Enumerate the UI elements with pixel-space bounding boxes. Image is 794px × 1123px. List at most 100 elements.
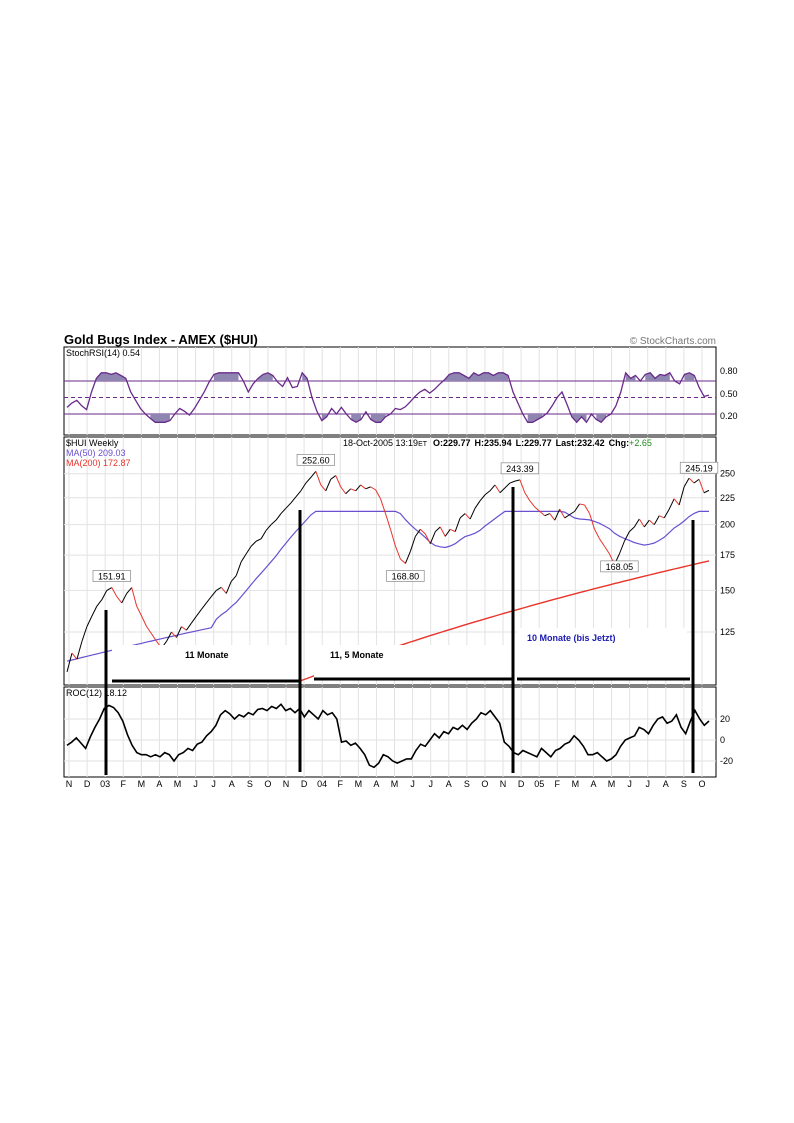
stochrsi-tick-050: 0.50 — [720, 389, 738, 399]
price-segment — [454, 517, 461, 532]
x-tick-label: J — [193, 779, 198, 789]
price-segment — [305, 477, 312, 484]
price-plot — [66, 471, 710, 682]
x-tick-label: 03 — [100, 779, 110, 789]
price-segment — [295, 490, 302, 498]
price-segment — [559, 508, 566, 519]
price-segment — [176, 626, 182, 638]
price-segment — [504, 482, 511, 489]
price-segment — [529, 500, 536, 508]
x-tick-label: A — [373, 779, 379, 789]
roc-line — [66, 703, 710, 769]
price-segment — [340, 486, 347, 495]
x-tick-label: M — [174, 779, 182, 789]
stochrsi-tick-080: 0.80 — [720, 366, 738, 376]
price-segment — [663, 508, 670, 519]
price-segment — [534, 506, 541, 512]
price-segment — [544, 513, 550, 517]
x-tick-label: D — [518, 779, 525, 789]
price-segment — [414, 529, 421, 537]
x-tick-label: M — [572, 779, 580, 789]
price-segment — [554, 509, 561, 521]
stochrsi-overbought-fill — [96, 372, 695, 381]
price-segment — [131, 587, 138, 607]
price-segment — [648, 519, 655, 526]
price-segment — [380, 498, 386, 514]
stochrsi-line — [66, 371, 710, 424]
price-segment — [216, 586, 222, 591]
price-segment — [549, 513, 556, 521]
annotation-label: 151.91 — [98, 572, 126, 582]
x-tick-label: A — [156, 779, 162, 789]
x-tick-label: F — [555, 779, 561, 789]
price-segment — [434, 526, 441, 532]
annotation-label: 243.39 — [506, 464, 534, 474]
price-segment — [439, 526, 446, 537]
x-tick-label: A — [590, 779, 596, 789]
price-segment — [623, 531, 630, 542]
x-tick-label: O — [264, 779, 271, 789]
chart-title: Gold Bugs Index - AMEX ($HUI) — [64, 332, 258, 347]
x-tick-label: A — [663, 779, 669, 789]
price-segment — [429, 531, 436, 544]
price-segment — [205, 596, 212, 604]
quote-line: 18-Oct-2005 13:19ET O:229.77 H:235.94 L:229… — [343, 438, 652, 448]
x-tick-label: O — [698, 779, 705, 789]
x-axis-labels: N D 03 F M A M J J A S O N D 04 F M A M J J A S O N D 05 F M A M J J A S O — [66, 779, 706, 789]
price-segment — [688, 477, 695, 484]
price-segment — [235, 561, 242, 576]
x-tick-label: N — [66, 779, 73, 789]
price-segment — [255, 538, 262, 542]
roc-tick-label: 20 — [720, 714, 730, 724]
annotation-box — [500, 462, 540, 475]
price-segment — [265, 524, 272, 531]
x-tick-label: M — [138, 779, 146, 789]
ma50-line — [66, 510, 709, 662]
price-segment — [106, 587, 113, 591]
price-segment — [220, 587, 227, 594]
period-label: 10 Monate (bis Jetzt) — [527, 633, 616, 643]
price-segment — [484, 490, 491, 496]
roc-tick-label: -20 — [720, 756, 733, 766]
price-segment — [449, 528, 456, 533]
price-segment — [280, 507, 287, 514]
price-segment — [673, 498, 680, 506]
price-segment — [464, 513, 471, 520]
price-segment — [489, 484, 496, 492]
x-tick-label: A — [446, 779, 452, 789]
price-segment — [604, 545, 610, 555]
price-tick-label: 150 — [720, 585, 735, 595]
price-segment — [499, 487, 506, 494]
price-segment — [618, 541, 625, 555]
price-segment — [629, 526, 635, 532]
price-segment — [594, 529, 600, 540]
x-tick-label: M — [608, 779, 616, 789]
price-segment — [191, 615, 197, 624]
price-segment — [166, 631, 172, 642]
price-segment — [668, 498, 675, 510]
x-tick-label: J — [627, 779, 632, 789]
annotation-label: 245.19 — [685, 463, 713, 473]
price-segment — [579, 503, 585, 506]
price-segment — [444, 529, 451, 537]
annotation-overlay: 151.91116.50252.60168.80243.39168.05245.… — [92, 453, 719, 775]
price-segment — [126, 587, 133, 594]
x-tick-label: N — [500, 779, 507, 789]
price-segment — [141, 615, 148, 627]
price-label: $HUI Weekly — [66, 438, 119, 448]
price-segment — [638, 518, 645, 528]
price-segment — [350, 488, 356, 492]
price-segment — [474, 500, 481, 509]
x-tick-label: A — [229, 779, 235, 789]
price-segment — [494, 484, 501, 494]
period-box-2 — [314, 645, 504, 679]
annotation-label: 252.60 — [302, 455, 330, 465]
price-segment — [76, 641, 83, 660]
ma50-label: MA(50) 209.03 — [66, 448, 126, 458]
price-segment — [151, 633, 157, 642]
price-segment — [589, 513, 596, 530]
price-segment — [404, 551, 411, 564]
price-segment — [91, 605, 98, 617]
price-segment — [643, 519, 650, 528]
